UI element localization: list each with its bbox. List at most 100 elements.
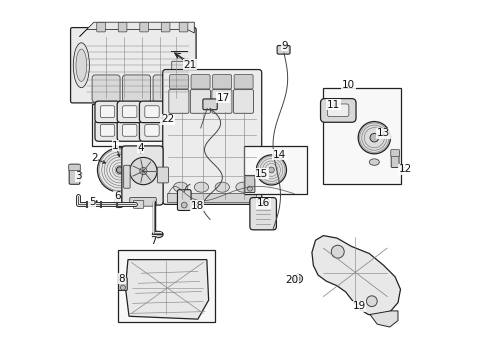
Circle shape xyxy=(120,285,125,290)
Text: 22: 22 xyxy=(161,114,174,124)
FancyBboxPatch shape xyxy=(129,198,156,206)
Bar xyxy=(167,193,256,202)
FancyBboxPatch shape xyxy=(69,164,80,184)
Circle shape xyxy=(256,155,286,185)
FancyBboxPatch shape xyxy=(171,61,193,88)
Circle shape xyxy=(116,167,122,173)
Polygon shape xyxy=(125,260,208,319)
FancyBboxPatch shape xyxy=(212,75,231,89)
FancyBboxPatch shape xyxy=(161,23,169,32)
FancyBboxPatch shape xyxy=(117,101,142,123)
FancyBboxPatch shape xyxy=(203,99,217,110)
Ellipse shape xyxy=(215,182,229,192)
FancyBboxPatch shape xyxy=(139,120,164,141)
FancyBboxPatch shape xyxy=(249,198,276,230)
Polygon shape xyxy=(311,235,400,316)
FancyBboxPatch shape xyxy=(144,106,159,118)
Text: 9: 9 xyxy=(281,41,287,50)
Circle shape xyxy=(293,274,302,283)
Circle shape xyxy=(129,157,157,185)
Circle shape xyxy=(97,148,142,192)
Text: 19: 19 xyxy=(352,301,365,311)
Text: 13: 13 xyxy=(376,129,389,138)
Text: 5: 5 xyxy=(89,197,95,207)
FancyBboxPatch shape xyxy=(95,101,120,123)
Circle shape xyxy=(357,122,389,154)
Circle shape xyxy=(140,167,147,175)
FancyBboxPatch shape xyxy=(119,278,127,291)
Circle shape xyxy=(135,201,142,208)
Circle shape xyxy=(114,197,125,208)
FancyBboxPatch shape xyxy=(100,106,115,118)
FancyBboxPatch shape xyxy=(122,106,137,118)
Text: 4: 4 xyxy=(137,143,143,153)
FancyBboxPatch shape xyxy=(163,69,261,204)
Text: 11: 11 xyxy=(326,100,339,110)
FancyBboxPatch shape xyxy=(92,75,120,102)
FancyBboxPatch shape xyxy=(179,23,187,32)
Bar xyxy=(118,250,215,321)
FancyBboxPatch shape xyxy=(390,149,399,156)
Text: 8: 8 xyxy=(118,274,125,284)
FancyBboxPatch shape xyxy=(139,101,164,123)
FancyBboxPatch shape xyxy=(95,120,120,141)
FancyBboxPatch shape xyxy=(177,190,191,211)
FancyBboxPatch shape xyxy=(233,90,253,113)
FancyBboxPatch shape xyxy=(157,167,168,183)
Ellipse shape xyxy=(173,182,187,192)
FancyBboxPatch shape xyxy=(277,45,289,54)
FancyBboxPatch shape xyxy=(211,90,231,113)
FancyBboxPatch shape xyxy=(191,75,210,89)
FancyBboxPatch shape xyxy=(122,125,137,136)
Text: 1: 1 xyxy=(112,141,119,151)
Circle shape xyxy=(268,167,274,173)
Bar xyxy=(244,146,306,194)
Text: 3: 3 xyxy=(75,171,82,181)
FancyBboxPatch shape xyxy=(234,75,253,89)
Text: 12: 12 xyxy=(398,164,411,174)
FancyBboxPatch shape xyxy=(69,164,80,171)
FancyBboxPatch shape xyxy=(168,90,188,113)
FancyBboxPatch shape xyxy=(244,175,254,193)
Circle shape xyxy=(296,277,300,280)
FancyBboxPatch shape xyxy=(100,125,115,136)
FancyBboxPatch shape xyxy=(133,201,143,208)
Circle shape xyxy=(117,200,122,205)
FancyBboxPatch shape xyxy=(140,23,148,32)
Ellipse shape xyxy=(152,231,163,238)
Circle shape xyxy=(181,202,187,208)
FancyBboxPatch shape xyxy=(390,151,398,167)
FancyBboxPatch shape xyxy=(326,104,348,117)
FancyBboxPatch shape xyxy=(144,125,159,136)
FancyBboxPatch shape xyxy=(70,28,196,103)
Circle shape xyxy=(330,245,344,258)
Text: 20: 20 xyxy=(285,275,298,285)
Text: 17: 17 xyxy=(216,93,229,103)
Text: 14: 14 xyxy=(272,150,285,160)
Bar xyxy=(92,104,167,146)
FancyBboxPatch shape xyxy=(117,120,142,141)
Text: 6: 6 xyxy=(114,191,120,201)
Circle shape xyxy=(369,134,378,142)
Ellipse shape xyxy=(73,43,89,87)
FancyBboxPatch shape xyxy=(169,75,188,89)
Text: 10: 10 xyxy=(341,80,354,90)
FancyBboxPatch shape xyxy=(122,75,150,102)
FancyBboxPatch shape xyxy=(153,75,181,102)
FancyBboxPatch shape xyxy=(118,23,126,32)
Ellipse shape xyxy=(368,159,379,165)
Text: 21: 21 xyxy=(183,59,196,69)
FancyBboxPatch shape xyxy=(123,165,130,188)
FancyBboxPatch shape xyxy=(97,23,105,32)
Circle shape xyxy=(247,186,252,191)
Text: 18: 18 xyxy=(190,201,203,211)
Polygon shape xyxy=(369,311,397,327)
FancyBboxPatch shape xyxy=(320,99,355,122)
Ellipse shape xyxy=(194,182,208,192)
Text: 16: 16 xyxy=(256,198,269,208)
Ellipse shape xyxy=(257,198,269,204)
Circle shape xyxy=(366,296,376,307)
FancyBboxPatch shape xyxy=(190,90,210,113)
Text: 7: 7 xyxy=(149,236,156,246)
FancyBboxPatch shape xyxy=(122,146,163,205)
